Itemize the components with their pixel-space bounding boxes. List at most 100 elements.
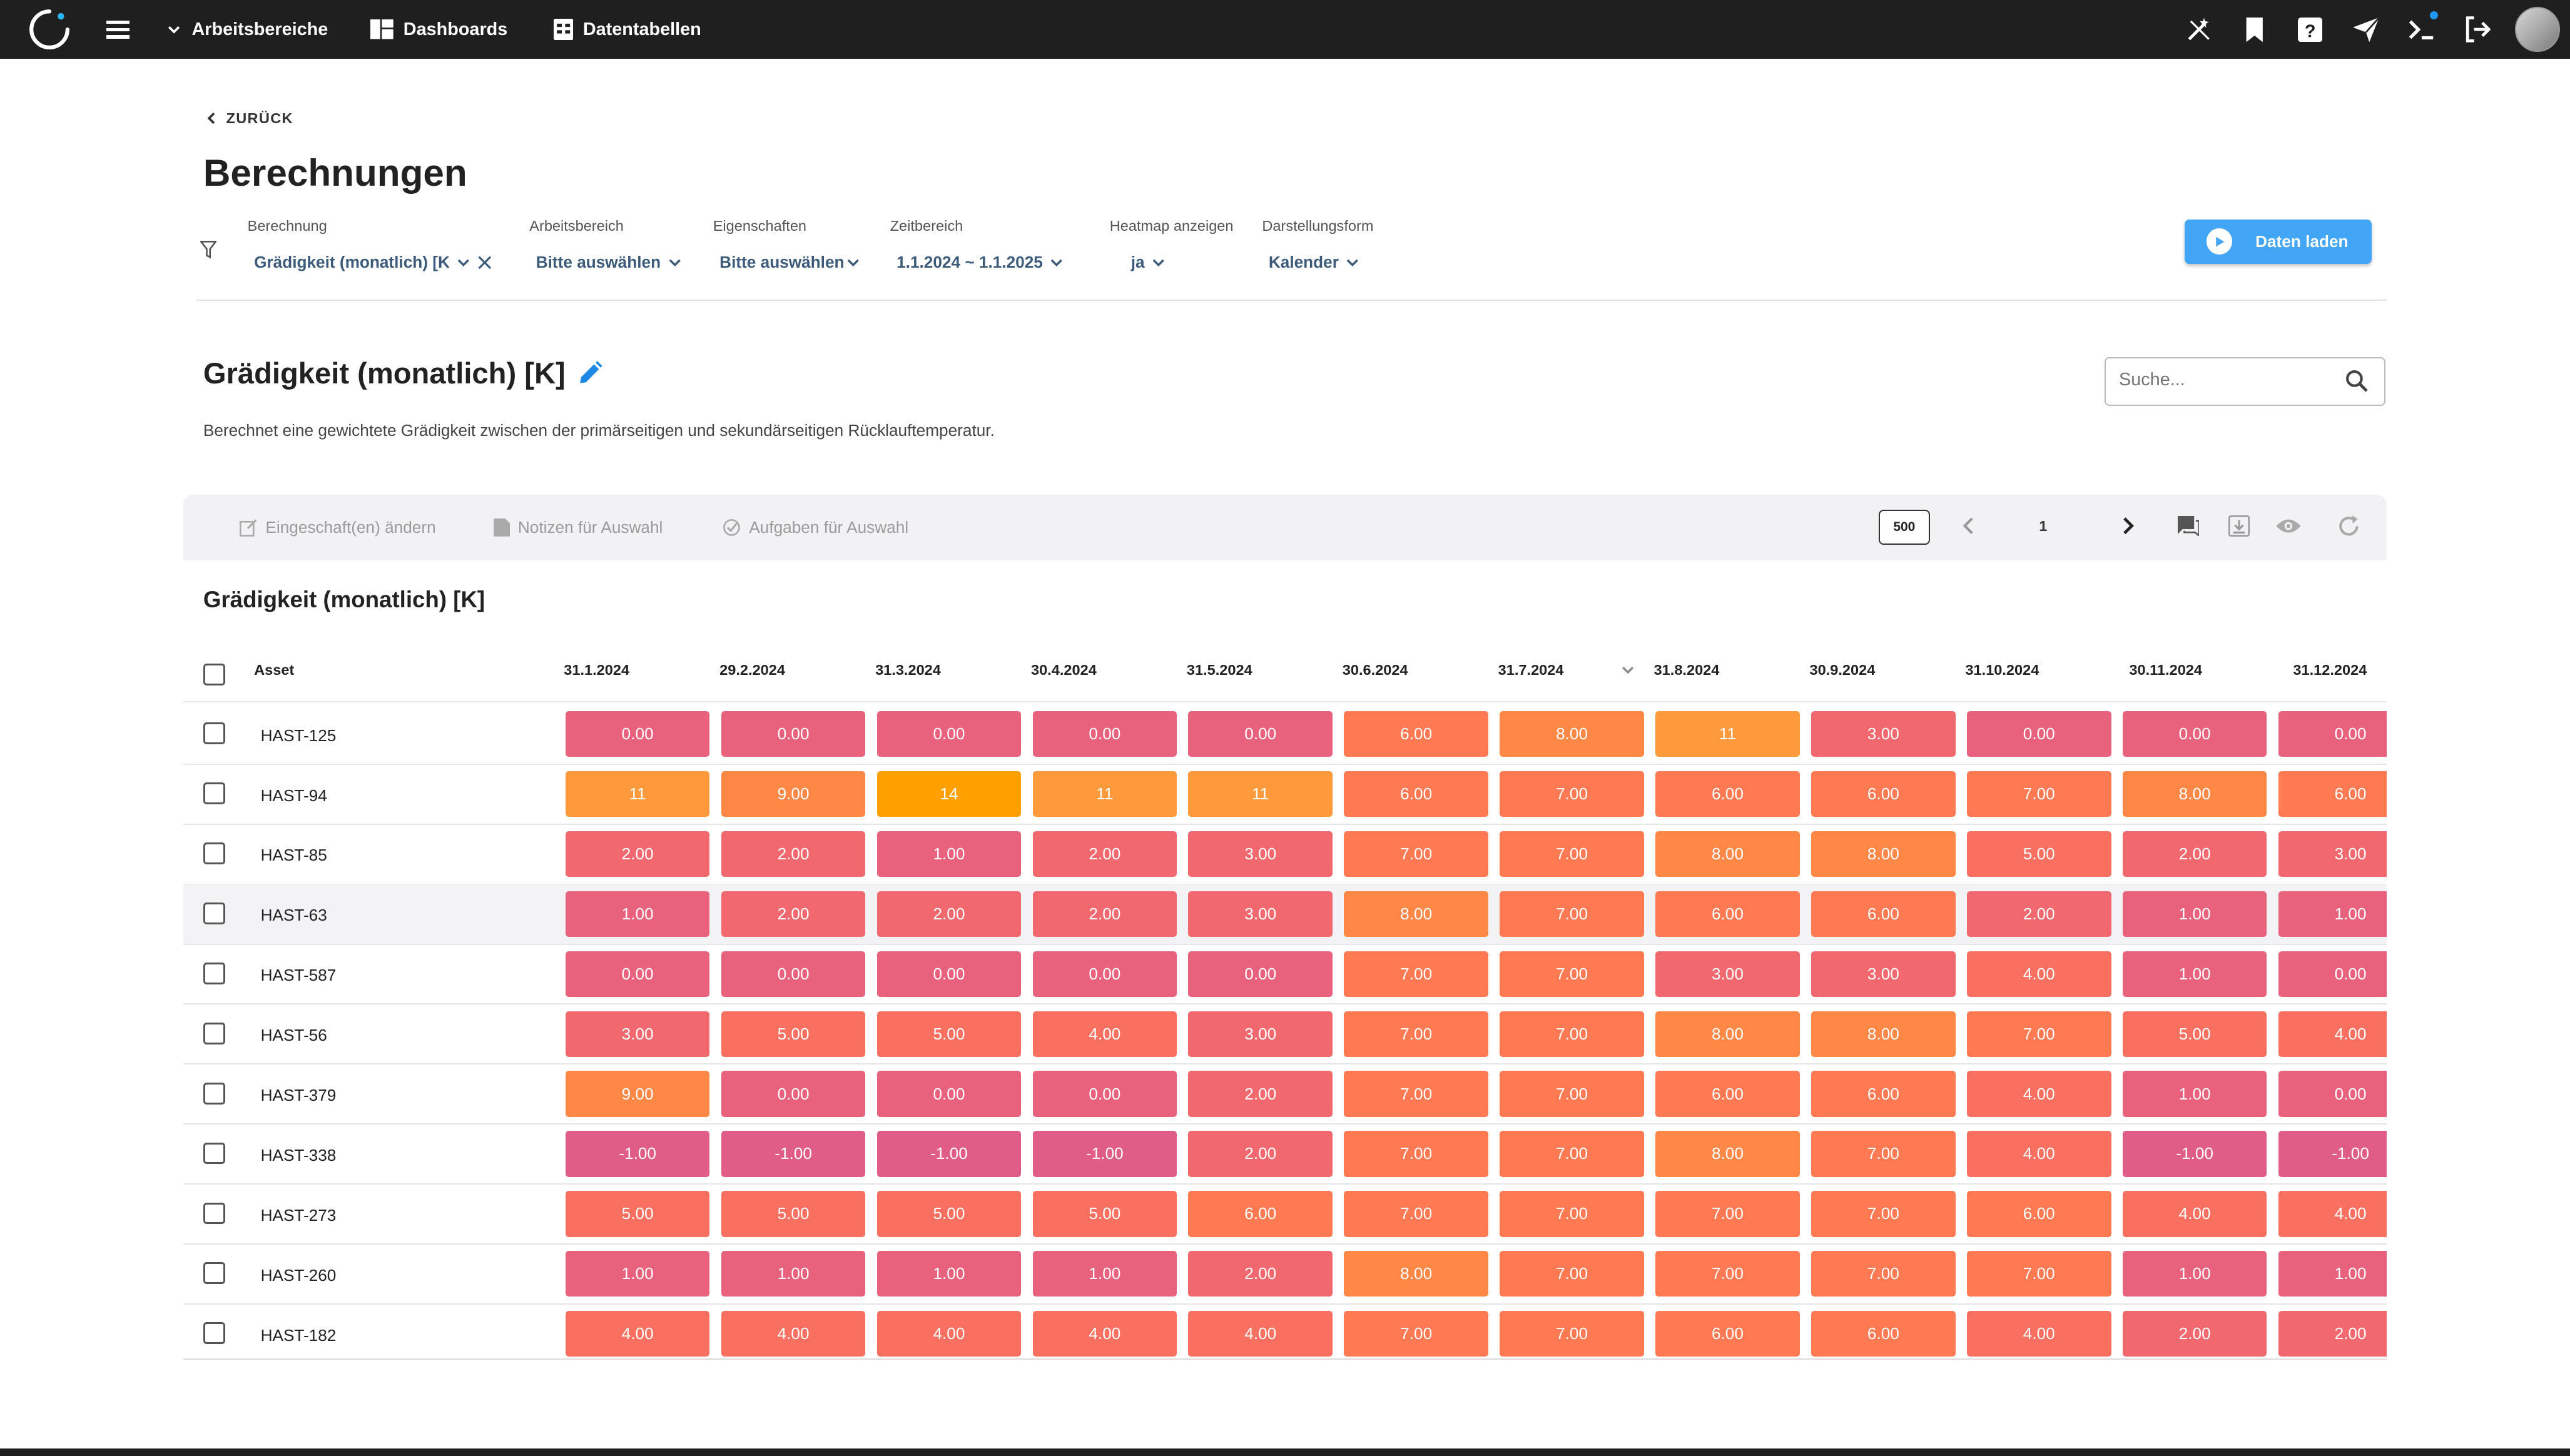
heatmap-cell[interactable]: 2.00 [1966, 891, 2111, 938]
table-row[interactable]: HAST-125 0.00 0.00 0.00 0.00 0.00 6.00 8.00 11 3.… [183, 705, 2387, 765]
heatmap-cell[interactable]: 5.00 [721, 1191, 866, 1237]
select-all-checkbox[interactable] [203, 664, 225, 685]
heatmap-cell[interactable]: -1.00 [876, 1131, 1022, 1177]
heatmap-cell[interactable]: 4.00 [1032, 1310, 1177, 1357]
date-column-header[interactable]: 31.10.2024 [1965, 662, 2039, 679]
eye-icon[interactable] [2275, 513, 2302, 539]
table-row[interactable]: HAST-273 5.00 5.00 5.00 5.00 6.00 7.00 7.00 7.00… [183, 1185, 2387, 1245]
heatmap-cell[interactable]: 8.00 [1344, 1251, 1488, 1297]
row-checkbox[interactable] [203, 1202, 225, 1225]
chevron-right-icon[interactable] [2115, 513, 2141, 539]
row-checkbox[interactable] [203, 1082, 225, 1105]
heatmap-cell[interactable]: 0.00 [2122, 711, 2267, 757]
heatmap-cell[interactable]: 7.00 [1811, 1251, 1956, 1297]
change-properties-button[interactable]: Eingeschaft(en) ändern [239, 495, 436, 560]
heatmap-cell[interactable]: 0.00 [721, 951, 866, 997]
heatmap-cell[interactable]: 0.00 [721, 711, 866, 757]
filter-properties[interactable]: Eigenschaften Bitte auswählen [713, 218, 861, 272]
heatmap-cell[interactable]: 5.00 [876, 1191, 1022, 1237]
heatmap-cell[interactable]: 0.00 [565, 711, 710, 757]
heatmap-cell[interactable]: 1.00 [876, 1251, 1022, 1297]
heatmap-cell[interactable]: 7.00 [1344, 951, 1488, 997]
heatmap-cell[interactable]: 0.00 [1032, 1071, 1177, 1117]
clear-icon[interactable] [477, 255, 492, 270]
heatmap-cell[interactable]: 7.00 [1500, 1191, 1644, 1237]
heatmap-cell[interactable]: 3.00 [1188, 831, 1333, 877]
heatmap-cell[interactable]: 6.00 [1344, 771, 1488, 817]
heatmap-cell[interactable]: 4.00 [721, 1310, 866, 1357]
row-checkbox[interactable] [203, 722, 225, 745]
row-checkbox[interactable] [203, 782, 225, 805]
filter-timerange[interactable]: Zeitbereich 1.1.2024 ~ 1.1.2025 [890, 218, 1064, 272]
heatmap-cell[interactable]: 11 [565, 771, 710, 817]
heatmap-cell[interactable]: 6.00 [1811, 1071, 1956, 1117]
table-row[interactable]: HAST-338 -1.00 -1.00 -1.00 -1.00 2.00 7.00 7.00… [183, 1125, 2387, 1185]
heatmap-cell[interactable]: 2.00 [1032, 831, 1177, 877]
row-checkbox[interactable] [203, 1142, 225, 1165]
heatmap-cell[interactable]: 11 [1188, 771, 1333, 817]
app-logo-icon[interactable] [28, 8, 71, 51]
heatmap-cell[interactable]: -1.00 [2122, 1131, 2267, 1177]
heatmap-cell[interactable]: 2.00 [1032, 891, 1177, 938]
row-checkbox[interactable] [203, 902, 225, 924]
date-column-header[interactable]: 30.4.2024 [1030, 662, 1097, 679]
search-icon[interactable] [2345, 370, 2369, 393]
table-row[interactable]: HAST-182 4.00 4.00 4.00 4.00 4.00 7.00 7.00 6.00… [183, 1305, 2387, 1358]
send-icon[interactable] [2338, 0, 2394, 59]
heatmap-cell[interactable]: 4.00 [1966, 1131, 2111, 1177]
heatmap-cell[interactable]: 7.00 [1344, 831, 1488, 877]
heatmap-cell[interactable]: 9.00 [565, 1071, 710, 1117]
comments-icon[interactable] [2175, 513, 2202, 539]
heatmap-cell[interactable]: 1.00 [2122, 891, 2267, 938]
heatmap-cell[interactable]: 1.00 [2122, 1251, 2267, 1297]
heatmap-cell[interactable]: 1.00 [2122, 951, 2267, 997]
tasks-button[interactable]: Aufgaben für Auswahl [723, 495, 908, 560]
heatmap-cell[interactable]: 8.00 [1811, 831, 1956, 877]
heatmap-cell[interactable]: 7.00 [1500, 1011, 1644, 1057]
download-icon[interactable] [2226, 513, 2252, 539]
date-column-header[interactable]: 31.5.2024 [1186, 662, 1252, 679]
heatmap-cell[interactable]: 2.00 [876, 891, 1022, 938]
heatmap-cell[interactable]: 8.00 [1655, 831, 1800, 877]
heatmap-cell[interactable]: 7.00 [1344, 1191, 1488, 1237]
asset-column-header[interactable]: Asset [254, 662, 295, 679]
help-icon[interactable]: ? [2282, 0, 2338, 59]
heatmap-cell[interactable]: 7.00 [1344, 1310, 1488, 1357]
heatmap-cell[interactable]: 7.00 [1655, 1191, 1800, 1237]
heatmap-cell[interactable]: 2.00 [2122, 831, 2267, 877]
heatmap-cell[interactable]: 1.00 [2278, 1251, 2387, 1297]
heatmap-cell[interactable]: 0.00 [1966, 711, 2111, 757]
table-row[interactable]: HAST-85 2.00 2.00 1.00 2.00 3.00 7.00 7.00 8.00 8… [183, 824, 2387, 885]
heatmap-cell[interactable]: 7.00 [1811, 1191, 1956, 1237]
back-link[interactable]: ZURÜCK [203, 110, 293, 127]
heatmap-cell[interactable]: 0.00 [876, 711, 1022, 757]
heatmap-cell[interactable]: 8.00 [1344, 891, 1488, 938]
heatmap-cell[interactable]: 2.00 [1188, 1131, 1333, 1177]
heatmap-cell[interactable]: 7.00 [1500, 1251, 1644, 1297]
heatmap-cell[interactable]: 4.00 [2278, 1191, 2387, 1237]
heatmap-cell[interactable]: 5.00 [2122, 1011, 2267, 1057]
date-column-header[interactable]: 31.3.2024 [875, 662, 941, 679]
heatmap-cell[interactable]: 1.00 [565, 1251, 710, 1297]
date-column-header[interactable]: 30.6.2024 [1342, 662, 1408, 679]
date-column-header[interactable]: 31.12.2024 [2293, 662, 2367, 679]
heatmap-cell[interactable]: 7.00 [1500, 831, 1644, 877]
filter-workspace[interactable]: Arbeitsbereich Bitte auswählen [529, 218, 682, 272]
refresh-icon[interactable] [2335, 513, 2362, 539]
heatmap-cell[interactable]: 6.00 [1655, 1310, 1800, 1357]
heatmap-cell[interactable]: 8.00 [1811, 1011, 1956, 1057]
heatmap-cell[interactable]: 7.00 [1344, 1071, 1488, 1117]
date-column-header[interactable]: 31.7.2024 [1498, 662, 1564, 679]
heatmap-cell[interactable]: 0.00 [1032, 951, 1177, 997]
load-data-button[interactable]: Daten laden [2185, 220, 2372, 264]
filter-display[interactable]: Darstellungsform Kalender [1262, 218, 1373, 272]
heatmap-cell[interactable]: 3.00 [1811, 711, 1956, 757]
heatmap-cell[interactable]: 2.00 [2278, 1310, 2387, 1357]
heatmap-cell[interactable]: 0.00 [1032, 711, 1177, 757]
table-row[interactable]: HAST-56 3.00 5.00 5.00 4.00 3.00 7.00 7.00 8.00 8… [183, 1004, 2387, 1065]
magic-wand-icon[interactable] [2171, 0, 2227, 59]
heatmap-cell[interactable]: 7.00 [1344, 1131, 1488, 1177]
nav-workspaces[interactable]: Arbeitsbereiche [166, 19, 328, 40]
heatmap-cell[interactable]: 4.00 [1966, 1071, 2111, 1117]
chevron-down-icon[interactable] [456, 255, 471, 270]
